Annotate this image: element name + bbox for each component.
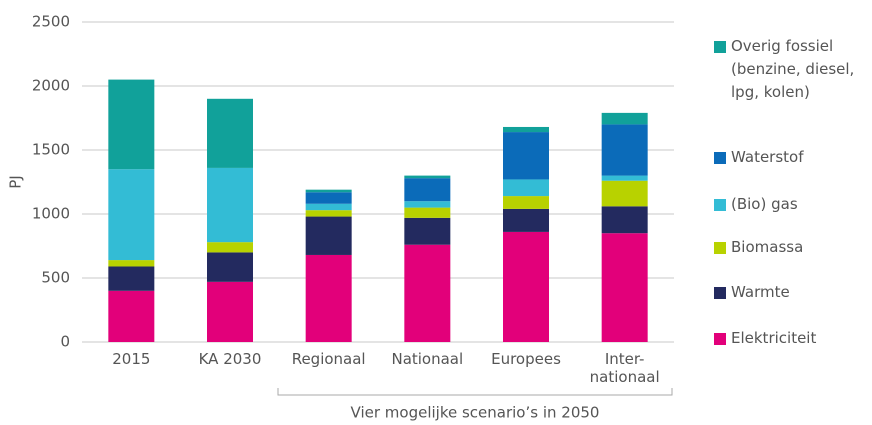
- bar-segment: [108, 266, 155, 291]
- bar-segment: [305, 192, 352, 204]
- bar-segment: [601, 124, 648, 176]
- bar-segment: [305, 216, 352, 255]
- y-axis-label: PJ: [7, 175, 25, 188]
- bar-segment: [207, 167, 253, 243]
- legend-label: (Bio) gas: [731, 195, 798, 213]
- bar-segment: [404, 175, 451, 179]
- y-tick-label: 500: [41, 269, 70, 287]
- legend-swatch: [714, 333, 726, 345]
- legend-swatch: [714, 287, 726, 299]
- x-tick-label: Regionaal: [291, 350, 366, 368]
- x-tick-label: Europees: [491, 350, 561, 368]
- legend-swatch: [714, 242, 726, 254]
- bar-segment: [404, 244, 451, 342]
- bar-segment: [601, 180, 648, 207]
- bar-segment: [108, 260, 155, 267]
- bar-segment: [404, 201, 451, 208]
- bar-segment: [601, 233, 648, 342]
- bar-segment: [404, 217, 451, 245]
- bar-segment: [601, 175, 648, 181]
- bar-segment: [601, 112, 648, 125]
- bar-segment: [503, 126, 549, 133]
- y-tick-label: 2000: [32, 77, 70, 95]
- legend-swatch: [714, 152, 726, 164]
- bar-segment: [503, 231, 549, 342]
- bar-segment: [601, 206, 648, 234]
- bar-segment: [207, 252, 253, 282]
- bar-segment: [108, 290, 155, 342]
- x-tick-label: Inter- nationaal: [589, 350, 660, 386]
- bar-segment: [305, 254, 352, 342]
- bar-segment: [503, 196, 549, 209]
- x-tick-label: 2015: [112, 350, 151, 368]
- legend-label: Waterstof: [731, 148, 804, 166]
- bar-segment: [305, 189, 352, 193]
- legend-swatch: [714, 41, 726, 53]
- bar-segment: [207, 242, 253, 253]
- annotation: Vier mogelijke scenario’s in 2050: [351, 404, 600, 422]
- y-tick-label: 2500: [32, 13, 70, 31]
- legend-label: Overig fossiel (benzine, diesel, lpg, ko…: [731, 37, 855, 101]
- legend-swatch: [714, 199, 726, 211]
- bar-segment: [404, 178, 451, 202]
- y-tick-label: 0: [60, 333, 70, 351]
- x-tick-label: Nationaal: [391, 350, 464, 368]
- y-tick-label: 1500: [32, 141, 70, 159]
- legend-label: Biomassa: [731, 238, 804, 256]
- bar-segment: [305, 210, 352, 217]
- y-tick-label: 1000: [32, 205, 70, 223]
- bar-segment: [108, 79, 155, 170]
- bar-segment: [503, 179, 549, 197]
- scenario-bracket: [277, 388, 673, 396]
- legend-label: Elektriciteit: [731, 329, 817, 347]
- bar-segment: [207, 281, 253, 342]
- bar-segment: [305, 203, 352, 211]
- bar-segment: [108, 169, 155, 261]
- legend-label: Warmte: [731, 283, 790, 301]
- x-tick-label: KA 2030: [198, 350, 262, 368]
- bar-segment: [503, 132, 549, 180]
- bar-segment: [503, 208, 549, 232]
- bar-segment: [207, 98, 253, 168]
- bar-segment: [404, 207, 451, 218]
